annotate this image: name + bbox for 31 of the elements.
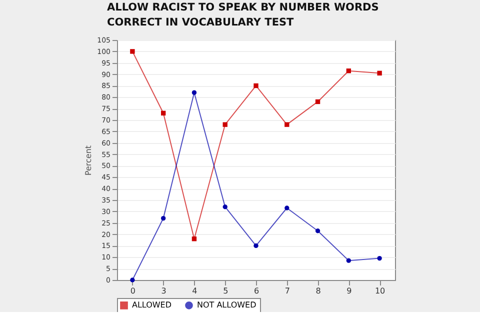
point [254,243,258,248]
x-tick-label: 5 [223,286,228,296]
point [160,216,166,221]
point [315,99,320,104]
point [315,228,320,234]
x-tick-label: 9 [346,286,352,296]
legend-label: NOT ALLOWED [197,300,256,310]
point [284,206,290,210]
x-tick-label: 7 [284,286,290,296]
point [377,70,382,76]
point [346,68,352,74]
x-tick-label: 4 [192,286,198,296]
point [130,49,135,54]
x-tick-label: 8 [316,286,321,296]
legend-label: ALLOWED [132,300,172,310]
x-tick-label: 0 [130,286,136,296]
point [346,258,352,263]
point [222,204,228,210]
x-tick-label: 10 [374,286,386,296]
point [222,122,228,127]
point [130,278,135,282]
y-axis-title: Percent [84,145,94,176]
point [284,122,290,127]
point [192,236,197,242]
point [377,256,382,261]
chart-title: ALLOW RACIST TO SPEAK BY NUMBER WORDS CORRECT IN VOCABULARY TEST [107,2,379,28]
x-tick-label: 3 [161,286,166,296]
point [192,90,197,95]
x-tick-label: 6 [254,286,260,296]
point [254,83,258,88]
point [160,110,166,116]
